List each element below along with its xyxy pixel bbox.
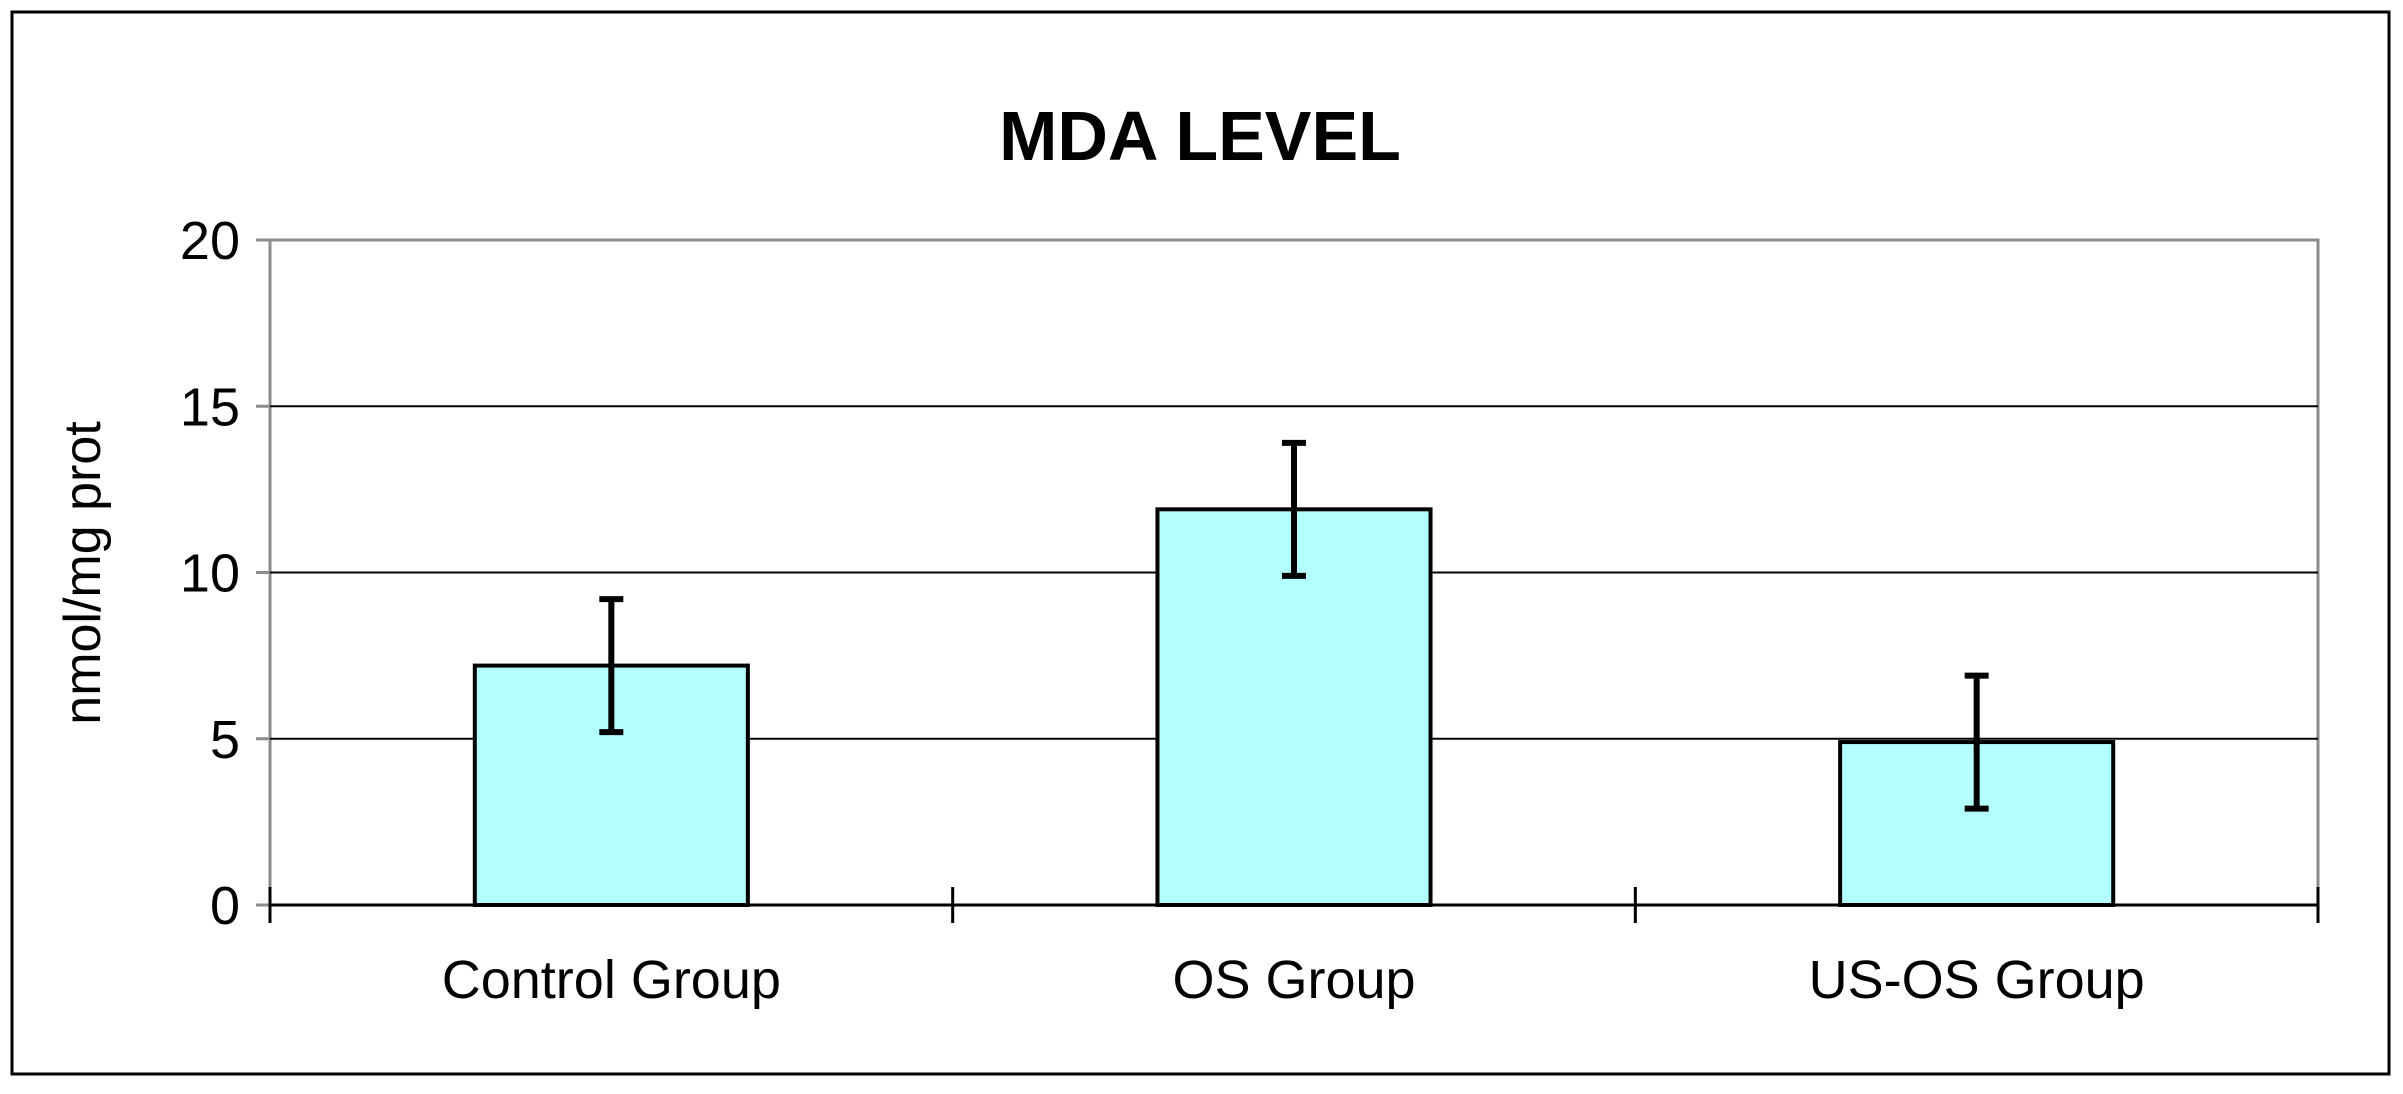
x-tick-label: Control Group [442, 950, 781, 1010]
chart-title: MDA LEVEL [999, 97, 1401, 175]
y-tick-label: 15 [180, 377, 240, 437]
y-tick-label: 0 [210, 876, 240, 936]
y-tick-label: 5 [210, 710, 240, 770]
x-tick-label: US-OS Group [1809, 950, 2145, 1010]
error-bars [599, 439, 1989, 812]
tick-labels: 0 5 10 15 20 Control Group OS Group US-OS Group [180, 211, 2145, 1010]
y-axis-label: nmol/mg prot [54, 421, 112, 725]
y-tick-label: 10 [180, 544, 240, 604]
axes [256, 238, 2320, 923]
x-tick-label: OS Group [1172, 950, 1415, 1010]
y-tick-label: 20 [180, 211, 240, 271]
